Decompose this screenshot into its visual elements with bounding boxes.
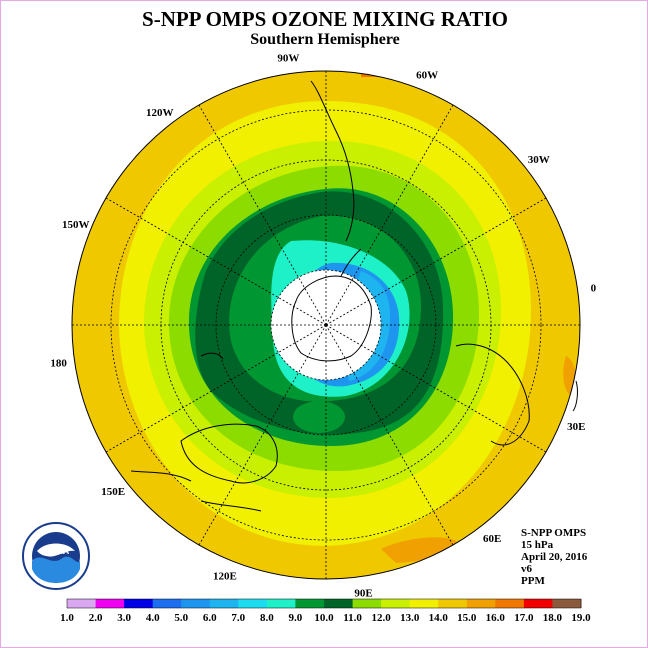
colorbar-swatch (152, 599, 182, 608)
colorbar-tick-label: 10.0 (314, 612, 334, 624)
colorbar-tick-label: 16.0 (486, 612, 506, 624)
longitude-label: 180 (50, 358, 67, 370)
figure-title: S-NPP OMPS OZONE MIXING RATIO (142, 7, 508, 31)
colorbar-swatch (95, 599, 125, 608)
madagascar (572, 380, 578, 412)
colorbar-tick-label: 5.0 (174, 612, 188, 624)
longitude-labels: 90W 60W 30W 0 30E 60E 90E 120E 150E 180 150W 120W (50, 53, 596, 600)
indonesia (130, 470, 262, 512)
longitude-label: 30E (567, 421, 585, 433)
colorbar-swatch (523, 599, 553, 608)
colorbar-swatch (466, 599, 496, 608)
colorbar-swatch (67, 599, 97, 608)
colorbar-tick-label: 8.0 (260, 612, 274, 624)
longitude-label: 90W (277, 53, 299, 65)
ozone-field (72, 71, 580, 579)
orange-blob (381, 537, 457, 563)
colorbar-tick-label: 19.0 (571, 612, 591, 624)
info-instrument: S-NPP OMPS (521, 527, 587, 539)
info-block: S-NPP OMPS 15 hPa April 20, 2016 v6 PPM (521, 527, 587, 587)
info-units: PPM (521, 575, 545, 587)
australia (180, 423, 278, 484)
lat-circle-80 (270, 269, 382, 381)
colorbar-swatch (495, 599, 525, 608)
globe-outline (71, 70, 581, 580)
info-version: v6 (521, 563, 532, 575)
colorbar-swatch (381, 599, 411, 608)
colorbar-swatch (324, 599, 354, 608)
colorbar-tick-label: 2.0 (89, 612, 103, 624)
longitude-label: 60W (416, 70, 438, 82)
colorbar-tick-label: 13.0 (400, 612, 420, 624)
colorbar-swatch (181, 599, 211, 608)
colorbar-tick-label: 1.0 (60, 612, 74, 624)
colorbar-swatch (438, 599, 468, 608)
colorbar-tick-label: 15.0 (457, 612, 477, 624)
antarctic-peninsula (340, 248, 362, 277)
longitude-label: 150W (62, 219, 90, 231)
info-date: April 20, 2016 (521, 551, 588, 563)
longitude-label: 120W (146, 107, 174, 119)
longitude-label: 0 (591, 282, 597, 294)
lat-circle-20 (110, 109, 542, 541)
colorbar-swatch (238, 599, 268, 608)
colorbar: 1.0 2.0 3.0 4.0 5.0 6.0 7.0 8.0 9.0 10.0 11.0 12.0 1… (60, 598, 591, 624)
colorbar-swatch (124, 599, 154, 608)
longitude-label: 150E (101, 486, 125, 498)
colorbar-tick-label: 11.0 (343, 612, 362, 624)
graticule (72, 71, 580, 579)
longitude-label: 60E (483, 533, 501, 545)
new-zealand (200, 352, 224, 360)
colorbar-swatch (295, 599, 325, 608)
colorbar-tick-label: 4.0 (146, 612, 160, 624)
figure-subtitle: Southern Hemisphere (250, 31, 400, 48)
info-level: 15 hPa (521, 539, 554, 551)
south-america (310, 80, 355, 242)
noaa-emblem-icon: NOAA (22, 522, 90, 590)
colorbar-swatch (266, 599, 296, 608)
colorbar-tick-label: 18.0 (543, 612, 563, 624)
pole-dot (324, 323, 328, 327)
colorbar-tick-label: 3.0 (117, 612, 131, 624)
colorbar-swatch (409, 599, 439, 608)
logo-text: NOAA (43, 546, 70, 556)
colorbar-swatch (209, 599, 239, 608)
colorbar-tick-label: 14.0 (429, 612, 449, 624)
colorbar-swatch (552, 599, 582, 608)
colorbar-ticks: 1.0 2.0 3.0 4.0 5.0 6.0 7.0 8.0 9.0 10.0 11.0 12.0 1… (60, 612, 591, 624)
colorbar-outline (66, 598, 582, 609)
coastlines (130, 80, 578, 512)
band-green-spot (293, 401, 345, 433)
longitude-label: 30W (528, 154, 550, 166)
colorbar-tick-label: 12.0 (371, 612, 391, 624)
noaa-logo: NOAA (21, 521, 91, 591)
colorbar-swatch (352, 599, 382, 608)
colorbar-tick-label: 7.0 (231, 612, 245, 624)
colorbar-swatches (66, 598, 582, 609)
africa (455, 343, 530, 446)
colorbar-tick-label: 9.0 (289, 612, 303, 624)
longitude-label: 120E (213, 570, 237, 582)
colorbar-tick-label: 17.0 (514, 612, 534, 624)
colorbar-tick-label: 6.0 (203, 612, 217, 624)
longitude-label: 90E (354, 587, 372, 599)
antarctica-coast (291, 275, 372, 362)
